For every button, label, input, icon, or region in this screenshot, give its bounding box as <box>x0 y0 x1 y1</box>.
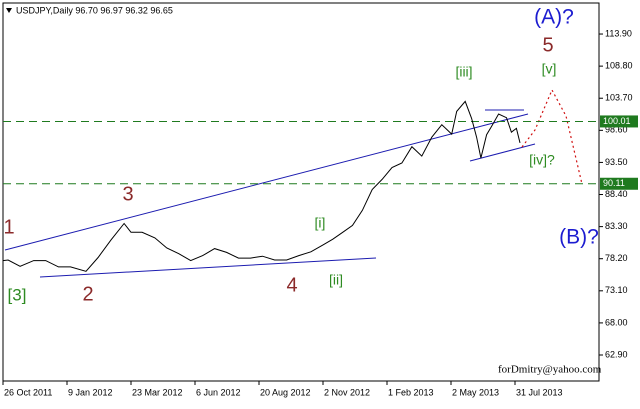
wave-label: 4 <box>286 274 297 296</box>
y-tick-label: 73.10 <box>605 285 628 295</box>
level-label: 100.01 <box>603 116 631 126</box>
x-tick-label: 1 Feb 2013 <box>388 387 434 397</box>
wave-label: 3 <box>122 183 133 205</box>
x-tick-label: 2 May 2013 <box>452 387 499 397</box>
price-line <box>2 100 521 272</box>
wave-label: 2 <box>82 283 93 305</box>
wave-label: [iii] <box>455 64 472 80</box>
wave-label: 5 <box>542 34 553 56</box>
level-box <box>600 177 638 190</box>
y-tick-label: 88.40 <box>605 189 628 199</box>
plot-frame <box>2 2 600 382</box>
wave-label: [v] <box>542 61 557 77</box>
y-tick-label: 93.50 <box>605 157 628 167</box>
x-tick-label: 6 Jun 2012 <box>196 387 241 397</box>
x-tick-label: 31 Jul 2013 <box>516 387 563 397</box>
header-icon <box>6 8 12 13</box>
x-tick-label: 2 Nov 2012 <box>324 387 370 397</box>
trendline <box>39 257 377 278</box>
wave-label: [iv]? <box>529 152 555 168</box>
y-tick-label: 103.70 <box>605 93 633 103</box>
y-tick-label: 108.80 <box>605 61 633 71</box>
level-box <box>600 115 638 128</box>
x-tick-label: 9 Jan 2012 <box>68 387 113 397</box>
trendline <box>469 143 536 162</box>
footer: forDmitry@yahoo.com <box>498 364 602 376</box>
y-tick-label: 62.90 <box>605 349 628 359</box>
wave-label: [3] <box>8 285 27 304</box>
wave-label: 1 <box>3 216 14 238</box>
wave-label: (A)? <box>534 6 574 29</box>
level-label: 90.11 <box>603 178 625 188</box>
y-tick-label: 78.20 <box>605 253 628 263</box>
x-tick-label: 26 Oct 2011 <box>4 387 52 397</box>
y-tick-label: 98.60 <box>605 125 628 135</box>
wave-label: [i] <box>315 215 326 231</box>
trendline <box>4 113 529 251</box>
x-tick-label: 20 Aug 2012 <box>260 387 311 397</box>
wave-label: (B)? <box>559 226 599 249</box>
y-tick-label: 113.90 <box>605 28 632 38</box>
wave-label: [ii] <box>329 272 343 288</box>
y-tick-label: 83.30 <box>605 221 628 231</box>
y-tick-label: 68.00 <box>605 317 628 327</box>
x-tick-label: 23 Mar 2012 <box>132 387 183 397</box>
trendlines <box>4 109 536 278</box>
chart-title: USDJPY,Daily 96.70 96.97 96.32 96.65 <box>16 5 173 15</box>
